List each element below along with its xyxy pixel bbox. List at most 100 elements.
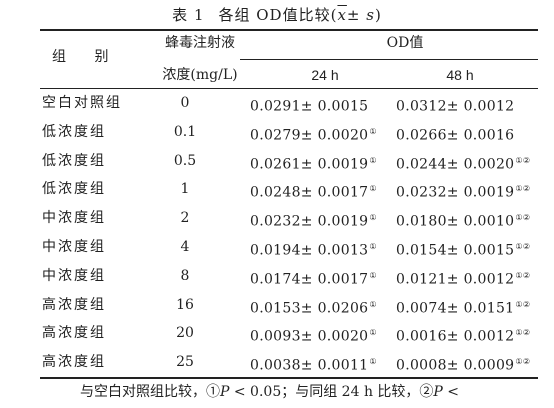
header-concentration-line2: 浓度(mg/L) bbox=[162, 67, 238, 83]
od-24h-cell-text: 0.0232± 0.0019 bbox=[250, 213, 369, 230]
bottom-rule bbox=[40, 377, 538, 379]
table-row: 低浓度组 0.1 0.0279± 0.0020① 0.0266± 0.0016 bbox=[0, 118, 554, 147]
caption-s: s bbox=[366, 6, 375, 24]
significance-mark: ① bbox=[369, 299, 377, 309]
caption-title-prefix: 各组 OD值比较( bbox=[218, 6, 338, 24]
od-48h-cell-text: 0.0232± 0.0019 bbox=[396, 185, 515, 202]
group-cell-text: 中浓度组 bbox=[42, 267, 106, 284]
od-48h-cell: 0.0121± 0.0012①② bbox=[396, 267, 530, 289]
significance-mark: ① bbox=[369, 213, 377, 223]
od-24h-cell: 0.0038± 0.0011① bbox=[250, 353, 377, 375]
significance-mark: ①② bbox=[515, 328, 531, 338]
group-cell-text: 低浓度组 bbox=[42, 123, 106, 140]
table-row: 高浓度组 16 0.0153± 0.0206① 0.0074± 0.0151①② bbox=[0, 291, 554, 320]
od-24h-cell-text: 0.0153± 0.0206 bbox=[250, 300, 369, 317]
od-24h-cell-text: 0.0174± 0.0017 bbox=[250, 271, 369, 288]
od-48h-cell-text: 0.0154± 0.0015 bbox=[396, 242, 515, 259]
concentration-cell: 0.1 bbox=[150, 123, 220, 141]
concentration-cell-text: 0.5 bbox=[173, 152, 197, 169]
significance-mark: ① bbox=[369, 126, 377, 136]
header-24h: 24 h bbox=[311, 67, 339, 83]
od-24h-cell: 0.0261± 0.0019① bbox=[250, 152, 377, 174]
header-concentration-line1: 蜂毒注射液 bbox=[165, 35, 235, 51]
header-48h: 48 h bbox=[446, 67, 474, 83]
od-24h-cell: 0.0174± 0.0017① bbox=[250, 267, 377, 289]
od-24h-cell: 0.0279± 0.0020① bbox=[250, 123, 377, 145]
significance-mark: ① bbox=[369, 328, 377, 338]
group-cell: 中浓度组 bbox=[42, 238, 106, 256]
significance-mark: ①② bbox=[515, 357, 531, 367]
group-cell: 中浓度组 bbox=[42, 267, 106, 285]
table-row: 低浓度组 0.5 0.0261± 0.0019① 0.0244± 0.0020①② bbox=[0, 147, 554, 176]
od-48h-cell-text: 0.0008± 0.0009 bbox=[396, 357, 515, 374]
caption-suffix: ) bbox=[374, 6, 382, 24]
footnote-part2: < 0.05；与同组 24 h 比较，② bbox=[229, 384, 434, 400]
table-label: 表 1 bbox=[172, 6, 205, 24]
od-48h-cell-text: 0.0074± 0.0151 bbox=[396, 300, 515, 317]
od-48h-cell: 0.0074± 0.0151①② bbox=[396, 296, 530, 318]
od-48h-cell: 0.0008± 0.0009①② bbox=[396, 353, 530, 375]
od-subheader-rule bbox=[240, 59, 538, 60]
od-24h-cell-text: 0.0038± 0.0011 bbox=[250, 357, 369, 374]
concentration-cell: 2 bbox=[150, 209, 220, 227]
concentration-cell: 16 bbox=[150, 296, 220, 314]
group-cell-text: 低浓度组 bbox=[42, 152, 106, 169]
table-caption: 表 1 各组 OD值比较(x± s) bbox=[0, 4, 554, 25]
significance-mark: ① bbox=[369, 155, 377, 165]
significance-mark: ①② bbox=[515, 270, 531, 280]
caption-pm: ± bbox=[346, 6, 367, 24]
od-24h-cell-text: 0.0093± 0.0020 bbox=[250, 329, 369, 346]
concentration-cell: 0.5 bbox=[150, 152, 220, 170]
group-cell: 高浓度组 bbox=[42, 296, 106, 314]
group-cell: 低浓度组 bbox=[42, 180, 106, 198]
table-row: 中浓度组 4 0.0194± 0.0013① 0.0154± 0.0015①② bbox=[0, 233, 554, 262]
group-cell: 空白对照组 bbox=[42, 94, 122, 112]
od-48h-cell-text: 0.0180± 0.0010 bbox=[396, 213, 515, 230]
concentration-cell: 0 bbox=[150, 94, 220, 112]
od-24h-cell: 0.0153± 0.0206① bbox=[250, 296, 377, 318]
group-cell-text: 空白对照组 bbox=[42, 95, 122, 111]
significance-mark: ①② bbox=[515, 184, 531, 194]
group-cell-text: 中浓度组 bbox=[42, 210, 106, 227]
group-cell-text: 高浓度组 bbox=[42, 296, 106, 313]
group-cell-text: 低浓度组 bbox=[42, 181, 106, 198]
top-rule bbox=[40, 29, 538, 31]
od-48h-cell-text: 0.0244± 0.0020 bbox=[396, 156, 515, 173]
table-row: 中浓度组 2 0.0232± 0.0019① 0.0180± 0.0010①② bbox=[0, 204, 554, 233]
header-rule bbox=[40, 88, 538, 89]
footnote: 与空白对照组比较，①P < 0.05；与同组 24 h 比较，②P < bbox=[80, 381, 459, 401]
table-row: 高浓度组 20 0.0093± 0.0020① 0.0016± 0.0012①② bbox=[0, 319, 554, 348]
concentration-cell-text: 16 bbox=[176, 296, 194, 313]
od-24h-cell: 0.0248± 0.0017① bbox=[250, 180, 377, 202]
group-cell-text: 高浓度组 bbox=[42, 325, 106, 342]
concentration-cell-text: 20 bbox=[176, 325, 194, 342]
concentration-cell: 1 bbox=[150, 180, 220, 198]
od-48h-cell-text: 0.0266± 0.0016 bbox=[396, 127, 515, 144]
concentration-cell: 8 bbox=[150, 267, 220, 285]
significance-mark: ①② bbox=[515, 213, 531, 223]
od-48h-cell: 0.0266± 0.0016 bbox=[396, 123, 515, 145]
concentration-cell-text: 0.1 bbox=[173, 123, 197, 140]
group-cell-text: 中浓度组 bbox=[42, 239, 106, 255]
significance-mark: ①② bbox=[515, 242, 531, 251]
concentration-cell-text: 8 bbox=[180, 267, 190, 284]
od-48h-cell: 0.0016± 0.0012①② bbox=[396, 324, 530, 346]
significance-mark: ① bbox=[369, 184, 377, 194]
od-24h-cell-text: 0.0291± 0.0015 bbox=[250, 98, 369, 115]
table-row: 中浓度组 8 0.0174± 0.0017① 0.0121± 0.0012①② bbox=[0, 262, 554, 291]
table-row: 低浓度组 1 0.0248± 0.0017① 0.0232± 0.0019①② bbox=[0, 175, 554, 204]
od-24h-cell-text: 0.0279± 0.0020 bbox=[250, 127, 369, 144]
header-od-value: OD值 bbox=[386, 35, 424, 51]
footnote-p2: P bbox=[433, 384, 443, 400]
significance-mark: ① bbox=[369, 357, 377, 367]
header-group: 组 别 bbox=[52, 49, 121, 65]
footnote-p1: P bbox=[220, 384, 230, 400]
concentration-cell: 20 bbox=[150, 324, 220, 342]
group-cell: 中浓度组 bbox=[42, 209, 106, 227]
concentration-cell-text: 25 bbox=[176, 354, 194, 371]
od-48h-cell: 0.0180± 0.0010①② bbox=[396, 209, 530, 231]
group-cell: 低浓度组 bbox=[42, 123, 106, 141]
od-24h-cell: 0.0291± 0.0015 bbox=[250, 94, 369, 116]
footnote-part3: < bbox=[442, 384, 460, 400]
od-24h-cell-text: 0.0261± 0.0019 bbox=[250, 156, 369, 173]
